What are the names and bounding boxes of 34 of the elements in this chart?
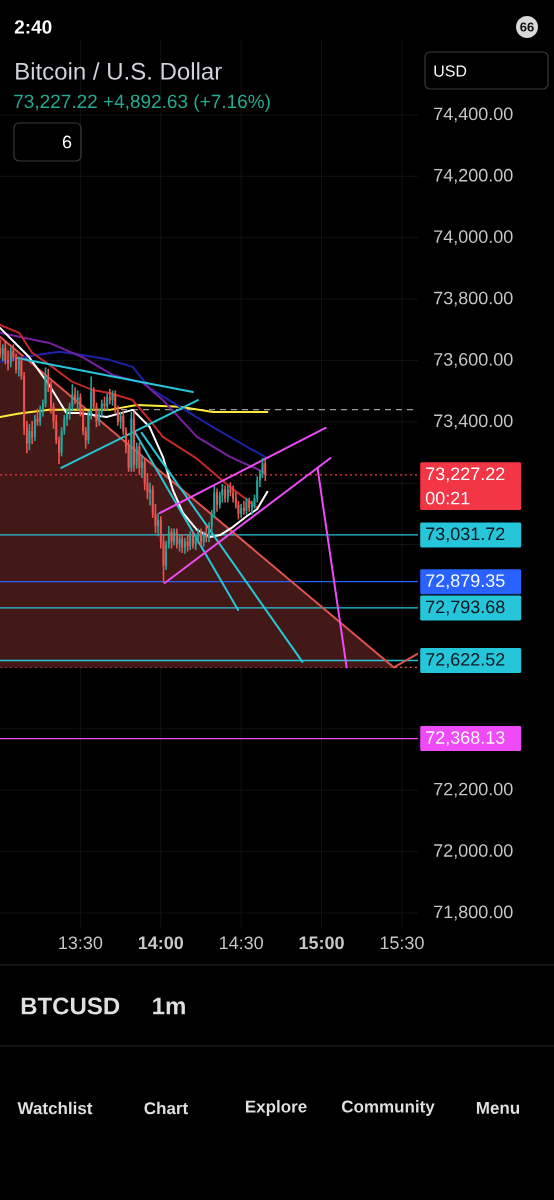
- text: Bitcoin / U.S. Dollar: [16, 62, 222, 80]
- ref-line-label: 72,368.13: [426, 731, 505, 746]
- text: 73,227.22 +4,892.63 (+7.16%): [14, 94, 270, 112]
- x-tick-label: 15:30: [380, 936, 424, 950]
- ref-line-label: 73,227.22: [426, 467, 505, 483]
- ref-line-label: 72,622.52: [426, 653, 505, 668]
- text: Explore: [245, 1100, 307, 1116]
- y-tick-label: 73,600.00: [434, 353, 513, 368]
- ref-line-label: 72,793.68: [426, 600, 505, 616]
- text: 00:21: [425, 491, 470, 505]
- x-tick-label: 13:30: [59, 936, 103, 950]
- ref-line-label: 73,031.72: [426, 527, 505, 543]
- y-tick-label: 74,400.00: [434, 107, 513, 123]
- y-tick-label: 74,200.00: [434, 168, 513, 184]
- x-tick-label: 15:00: [299, 936, 344, 950]
- y-tick-label: 71,800.00: [434, 905, 513, 921]
- text: 2:40: [14, 20, 52, 34]
- x-tick-label: 14:00: [138, 936, 184, 950]
- text: Community: [341, 1100, 435, 1116]
- y-tick-label: 73,800.00: [434, 291, 513, 307]
- x-tick-label: 14:30: [220, 936, 263, 950]
- text: 1m: [153, 997, 185, 1015]
- text: 66: [520, 22, 534, 32]
- text: Chart: [144, 1101, 188, 1115]
- y-tick-label: 72,000.00: [434, 844, 513, 859]
- ref-line-label: 72,879.35: [426, 574, 505, 590]
- text: BTCUSD: [21, 997, 120, 1015]
- y-tick-label: 72,200.00: [434, 782, 513, 798]
- y-tick-label: 74,000.00: [434, 230, 513, 246]
- annotation: 6: [62, 135, 72, 149]
- text: Watchlist: [17, 1101, 93, 1115]
- text: Menu: [476, 1102, 520, 1114]
- text: USD: [434, 65, 467, 77]
- y-tick-label: 73,400.00: [434, 414, 513, 430]
